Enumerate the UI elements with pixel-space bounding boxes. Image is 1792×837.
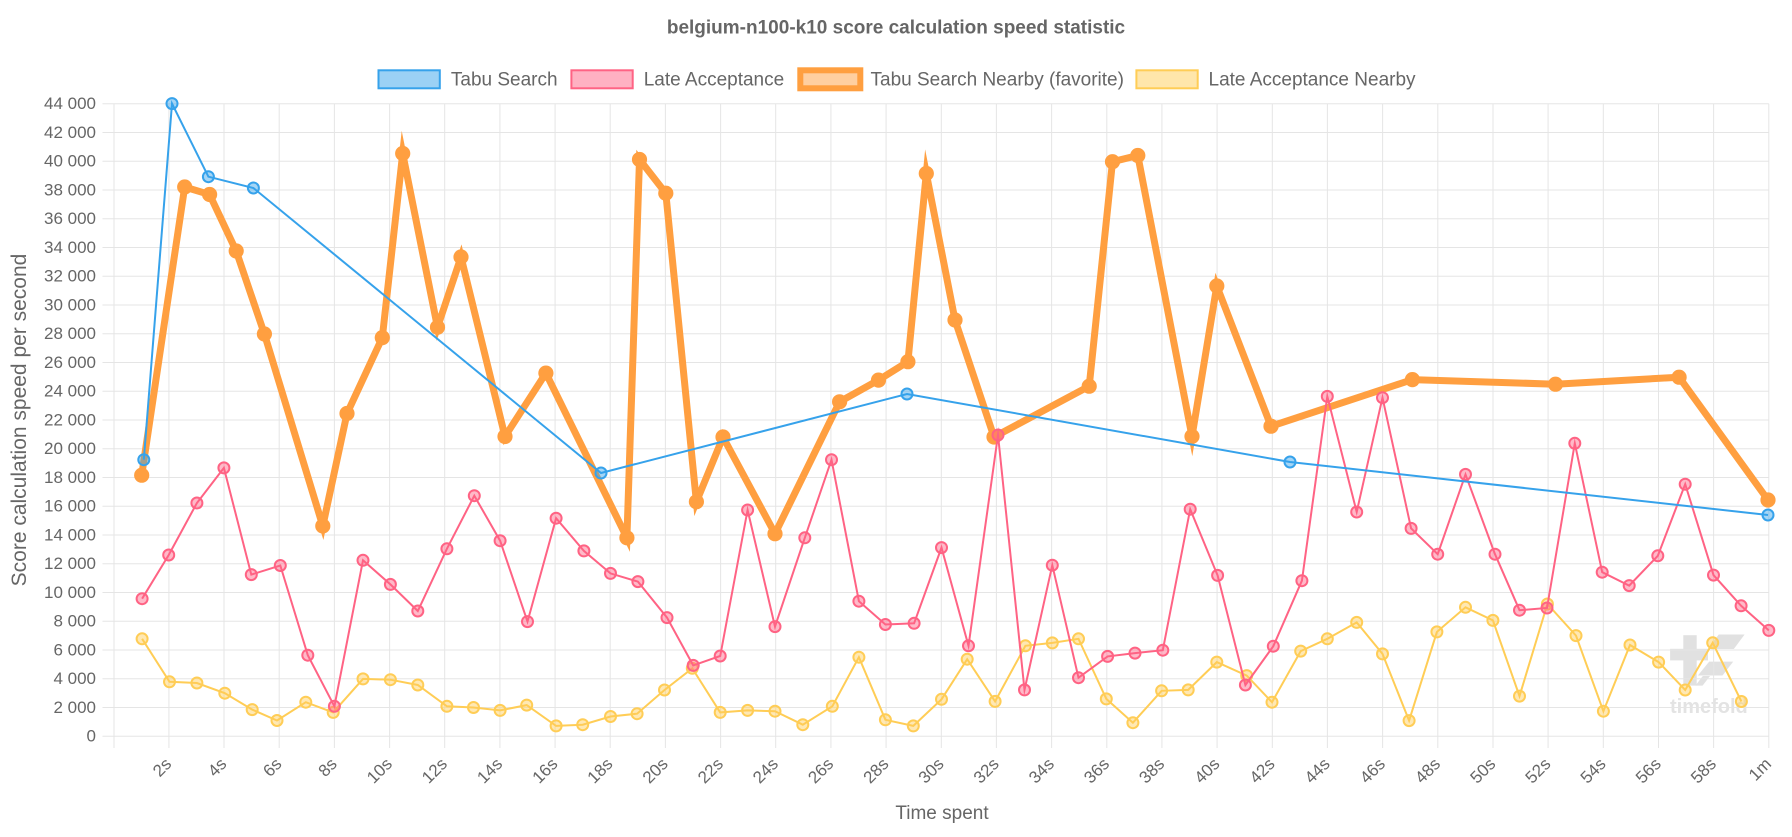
svg-text:Time spent: Time spent bbox=[895, 803, 989, 824]
svg-text:42 000: 42 000 bbox=[44, 123, 96, 142]
svg-text:40 000: 40 000 bbox=[44, 152, 96, 171]
svg-text:10 000: 10 000 bbox=[44, 583, 96, 602]
svg-text:26 000: 26 000 bbox=[44, 353, 96, 372]
svg-text:32 000: 32 000 bbox=[44, 267, 96, 286]
svg-text:34 000: 34 000 bbox=[44, 238, 96, 257]
svg-text:0: 0 bbox=[87, 727, 96, 746]
svg-text:14 000: 14 000 bbox=[44, 526, 96, 545]
svg-text:22 000: 22 000 bbox=[44, 411, 96, 430]
svg-text:20 000: 20 000 bbox=[44, 439, 96, 458]
svg-text:16 000: 16 000 bbox=[44, 497, 96, 516]
svg-text:8 000: 8 000 bbox=[53, 612, 96, 631]
svg-text:12 000: 12 000 bbox=[44, 554, 96, 573]
svg-text:24 000: 24 000 bbox=[44, 382, 96, 401]
svg-text:Tabu Search Nearby (favorite): Tabu Search Nearby (favorite) bbox=[871, 70, 1124, 91]
svg-text:18 000: 18 000 bbox=[44, 468, 96, 487]
svg-text:Tabu Search: Tabu Search bbox=[451, 70, 558, 91]
svg-text:belgium-n100-k10 score calcula: belgium-n100-k10 score calculation speed… bbox=[667, 18, 1126, 39]
svg-text:36 000: 36 000 bbox=[44, 209, 96, 228]
svg-text:4 000: 4 000 bbox=[53, 669, 96, 688]
svg-text:Late Acceptance: Late Acceptance bbox=[644, 70, 785, 91]
svg-text:Score calculation speed per se: Score calculation speed per second bbox=[8, 254, 31, 587]
svg-text:44 000: 44 000 bbox=[44, 94, 96, 113]
svg-text:38 000: 38 000 bbox=[44, 181, 96, 200]
svg-text:28 000: 28 000 bbox=[44, 324, 96, 343]
svg-text:2 000: 2 000 bbox=[53, 698, 96, 717]
svg-text:Late Acceptance Nearby: Late Acceptance Nearby bbox=[1209, 70, 1417, 91]
svg-text:30 000: 30 000 bbox=[44, 296, 96, 315]
svg-text:6 000: 6 000 bbox=[53, 641, 96, 660]
